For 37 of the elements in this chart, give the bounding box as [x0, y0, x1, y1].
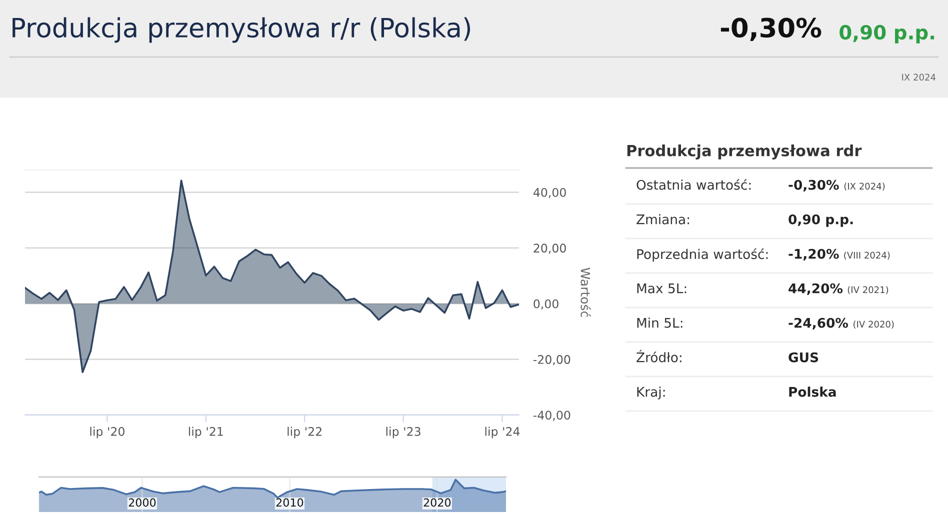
y-tick-label: -40,00 — [533, 410, 570, 421]
text: Ostatnia wartość: — [636, 179, 751, 190]
y-tick-label: 40,00 — [533, 188, 566, 198]
text: Produkcja przemysłowa rdr — [627, 144, 862, 160]
text: -0,30% — [788, 180, 839, 192]
text: -0,30% — [720, 18, 822, 42]
text: -1,20% — [788, 248, 839, 261]
text: (IV 2020) — [854, 320, 894, 329]
text: Polska — [789, 386, 836, 397]
text: (IV 2021) — [848, 286, 888, 294]
x-tick-label: lip '24 — [485, 426, 520, 438]
x-tick-label: lip '23 — [386, 426, 420, 438]
x-tick-label: lip '21 — [188, 426, 223, 438]
x-tick-label: lip '22 — [288, 426, 322, 438]
y-tick-label: -20,00 — [533, 355, 570, 366]
x-tick-label: 2010 — [276, 498, 304, 507]
text: IX 2024 — [902, 74, 936, 81]
chart-title: Produkcja przemysłowa r/r (Polska) — [12, 17, 470, 43]
x-tick-label: lip '20 — [90, 426, 124, 438]
y-axis-title: Wartość — [580, 268, 591, 317]
text: 0,90 p.p. — [840, 24, 934, 44]
text: 44,20% — [788, 283, 843, 296]
text: Zmiana: — [636, 214, 689, 224]
text: GUS — [788, 352, 818, 362]
text: (VIII 2024) — [844, 252, 890, 260]
y-tick-label: 20,00 — [534, 244, 566, 254]
text: Min 5L: — [637, 318, 682, 328]
text: 0,90 p.p. — [788, 214, 853, 227]
text: Źródło: — [636, 350, 682, 362]
text: -24,60% — [788, 318, 848, 330]
x-tick-label: 2000 — [128, 498, 156, 507]
text: Kraj: — [637, 386, 665, 400]
text: (IX 2024) — [844, 182, 885, 191]
text: Poprzednia wartość: — [637, 248, 768, 262]
text: Max 5L: — [637, 284, 686, 294]
y-tick-label: 0,00 — [534, 299, 558, 310]
x-tick-label: 2020 — [424, 498, 451, 507]
